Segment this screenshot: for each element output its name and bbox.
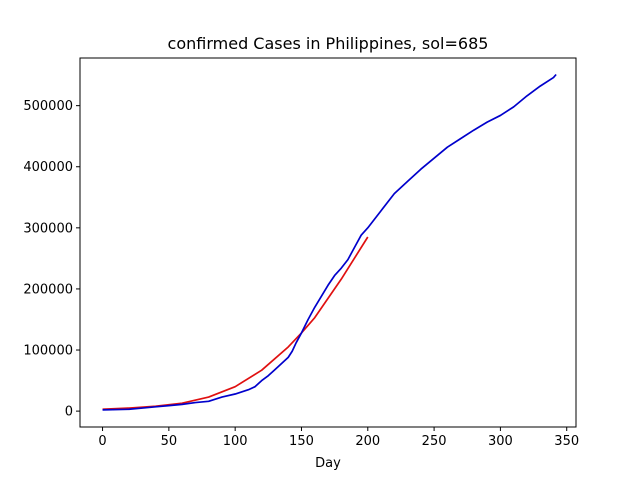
x-axis-title: Day <box>315 456 341 471</box>
plot-area: 0 50 100 150 200 250 300 350 0 100000 200000 300000… <box>23 57 579 449</box>
x-tick-label: 50 <box>161 434 178 449</box>
x-tick-label: 300 <box>488 434 513 449</box>
y-tick-label: 100000 <box>23 344 73 359</box>
x-tick-label: 350 <box>554 434 579 449</box>
x-tick-label: 100 <box>223 434 248 449</box>
y-tick-label: 500000 <box>23 99 73 114</box>
x-tick-label: 200 <box>355 434 380 449</box>
x-tick-label: 250 <box>422 434 447 449</box>
y-tick-label: 200000 <box>23 282 73 297</box>
x-tick-label: 150 <box>289 434 314 449</box>
plot-frame <box>79 57 577 428</box>
y-tick-label: 400000 <box>23 160 73 175</box>
series-line-fit <box>102 236 369 411</box>
x-tick-label: 0 <box>98 434 106 449</box>
chart-title: confirmed Cases in Philippines, sol=685 <box>168 34 489 53</box>
y-tick-label: 0 <box>65 405 73 420</box>
series-line-confirmed <box>102 73 557 411</box>
y-tick-label: 300000 <box>23 221 73 236</box>
